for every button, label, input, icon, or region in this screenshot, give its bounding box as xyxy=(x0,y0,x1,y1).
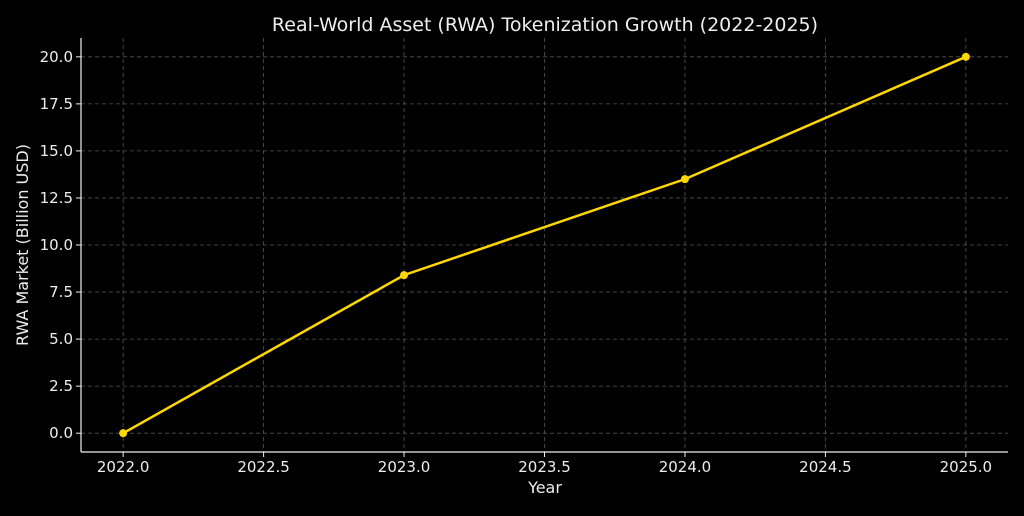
y-tick-label: 5.0 xyxy=(49,330,73,348)
x-tick-label: 2024.0 xyxy=(659,458,712,476)
x-tick-label: 2025.0 xyxy=(940,458,993,476)
y-tick-label: 10.0 xyxy=(40,236,73,254)
data-point xyxy=(961,52,970,61)
chart-title: Real-World Asset (RWA) Tokenization Grow… xyxy=(272,14,818,36)
y-tick-label: 7.5 xyxy=(49,283,73,301)
x-tick-label: 2023.5 xyxy=(518,458,571,476)
y-tick-label: 12.5 xyxy=(40,189,73,207)
x-tick-label: 2023.0 xyxy=(378,458,431,476)
y-tick-label: 20.0 xyxy=(40,48,73,66)
data-point xyxy=(119,429,128,438)
data-point xyxy=(680,175,689,184)
y-tick-label: 15.0 xyxy=(40,142,73,160)
series-line xyxy=(122,55,967,435)
y-tick-label: 0.0 xyxy=(49,424,73,442)
data-point xyxy=(400,271,409,280)
x-axis-label: Year xyxy=(527,478,562,497)
y-tick-label: 2.5 xyxy=(49,377,73,395)
y-tick-label: 17.5 xyxy=(40,95,73,113)
x-tick-label: 2024.5 xyxy=(799,458,852,476)
y-axis-label: RWA Market (Billion USD) xyxy=(13,144,32,346)
x-tick-label: 2022.0 xyxy=(97,458,150,476)
x-tick-label: 2022.5 xyxy=(237,458,290,476)
